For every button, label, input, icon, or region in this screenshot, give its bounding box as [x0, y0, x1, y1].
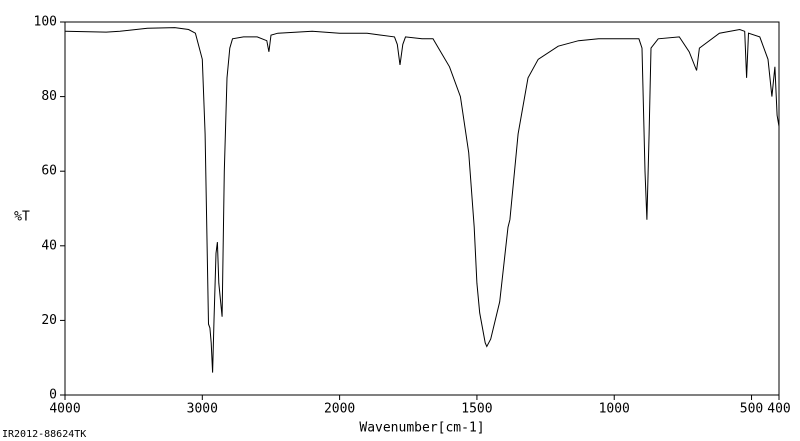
plot-frame: [64, 21, 780, 396]
x-tick-label: 3000: [187, 402, 218, 417]
y-tick-label: 0: [49, 388, 57, 403]
y-tick-label: 40: [41, 238, 57, 253]
x-tick-label: 1500: [461, 402, 492, 417]
x-tick-label: 2000: [324, 402, 355, 417]
y-tick-label: 60: [41, 164, 57, 179]
x-tick-label: 400: [767, 402, 790, 417]
x-tick-label: 4000: [49, 402, 80, 417]
x-tick-label: 500: [740, 402, 763, 417]
y-tick-label: 80: [41, 89, 57, 104]
y-tick-label: 100: [34, 15, 57, 30]
spectrum-line: [64, 27, 780, 373]
y-tick-label: 20: [41, 313, 57, 328]
x-axis-label: Wavenumber[cm-1]: [359, 421, 484, 436]
footnote: IR2012-88624TK: [2, 429, 86, 440]
y-axis-label: %T: [14, 210, 30, 225]
x-tick-label: 1000: [599, 402, 630, 417]
